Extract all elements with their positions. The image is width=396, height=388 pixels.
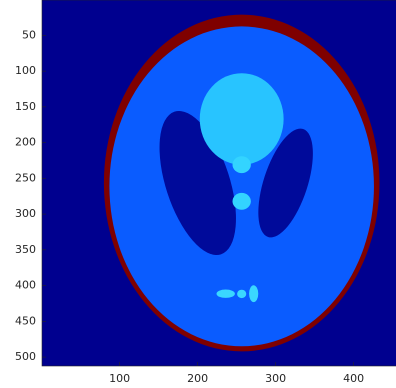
y-tick-label: 500 xyxy=(15,350,36,363)
phantom-ellipse xyxy=(237,290,246,298)
y-tick-label: 300 xyxy=(15,207,36,220)
y-tick-label: 100 xyxy=(15,64,36,77)
phantom-ellipse xyxy=(200,73,284,165)
phantom-image xyxy=(42,0,396,366)
x-tick-label: 300 xyxy=(265,372,286,385)
phantom-ellipse xyxy=(217,290,235,298)
y-tick-label: 250 xyxy=(15,171,36,184)
chart: 50 100 150 200 250 300 350 400 450 500 100 200 300 40… xyxy=(0,0,396,388)
y-tick-label: 50 xyxy=(22,28,36,41)
x-tick-label: 100 xyxy=(109,372,130,385)
x-tick-label: 200 xyxy=(187,372,208,385)
y-tick-label: 150 xyxy=(15,100,36,113)
y-tick-label: 450 xyxy=(15,314,36,327)
y-tick-label: 350 xyxy=(15,243,36,256)
phantom-ellipse xyxy=(232,193,250,210)
phantom-ellipse xyxy=(232,156,250,173)
x-tick-label: 400 xyxy=(343,372,364,385)
phantom-ellipse xyxy=(249,285,258,302)
y-tick-label: 200 xyxy=(15,136,36,149)
y-tick-label: 400 xyxy=(15,279,36,292)
